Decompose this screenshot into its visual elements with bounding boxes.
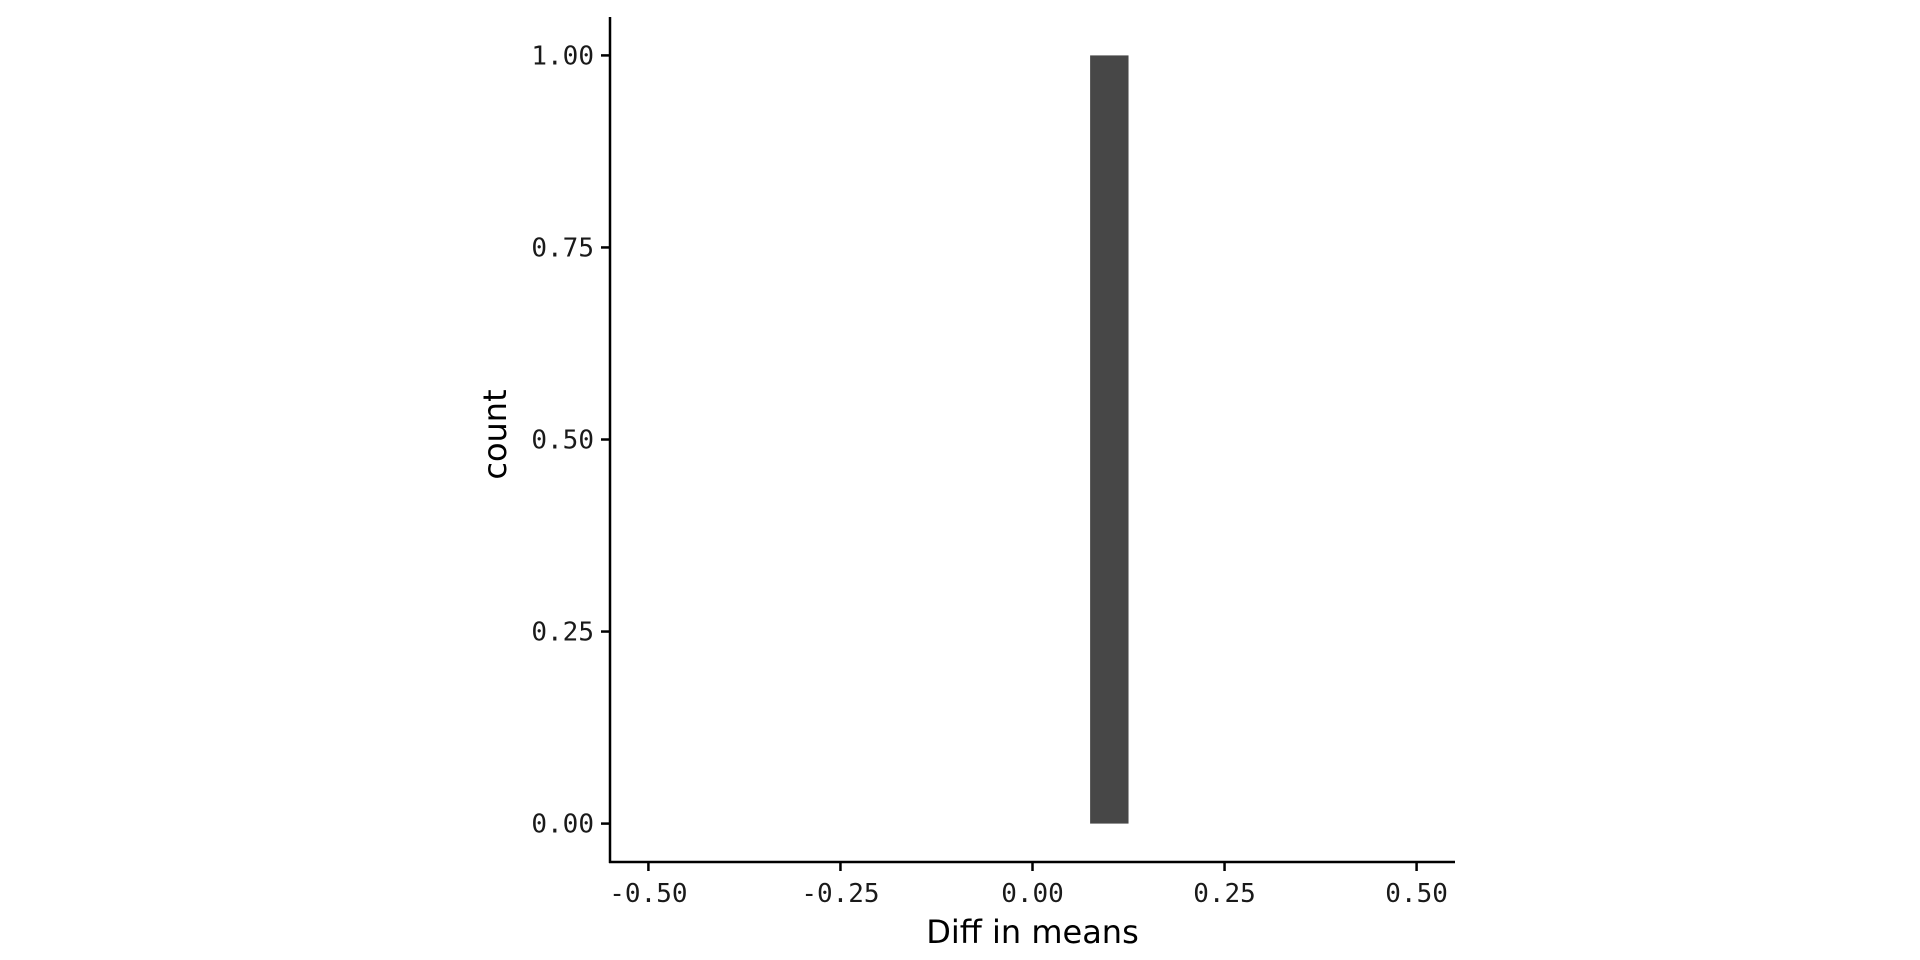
x-tick-label: 0.50 xyxy=(1385,879,1448,909)
y-ticks: 0.00 0.25 0.50 0.75 1.00 xyxy=(531,41,610,840)
y-tick-label: 0.25 xyxy=(531,618,594,648)
y-tick-label: 1.00 xyxy=(531,41,594,71)
x-tick-label: 0.25 xyxy=(1193,879,1256,909)
x-tick-label: 0.00 xyxy=(1001,879,1064,909)
histogram-bar-0 xyxy=(1090,55,1129,824)
x-tick-label: -0.50 xyxy=(609,879,687,909)
x-ticks: -0.50 -0.25 0.00 0.25 0.50 xyxy=(609,862,1448,909)
y-axis-title: count xyxy=(476,389,514,479)
y-tick-label: 0.75 xyxy=(531,233,594,263)
x-axis-title: Diff in means xyxy=(926,913,1139,951)
axes-layer xyxy=(608,17,1455,864)
y-tick-label: 0.00 xyxy=(531,810,594,840)
x-tick-label: -0.25 xyxy=(801,879,879,909)
y-tick-label: 0.50 xyxy=(531,426,594,456)
bars-layer xyxy=(1090,55,1129,824)
